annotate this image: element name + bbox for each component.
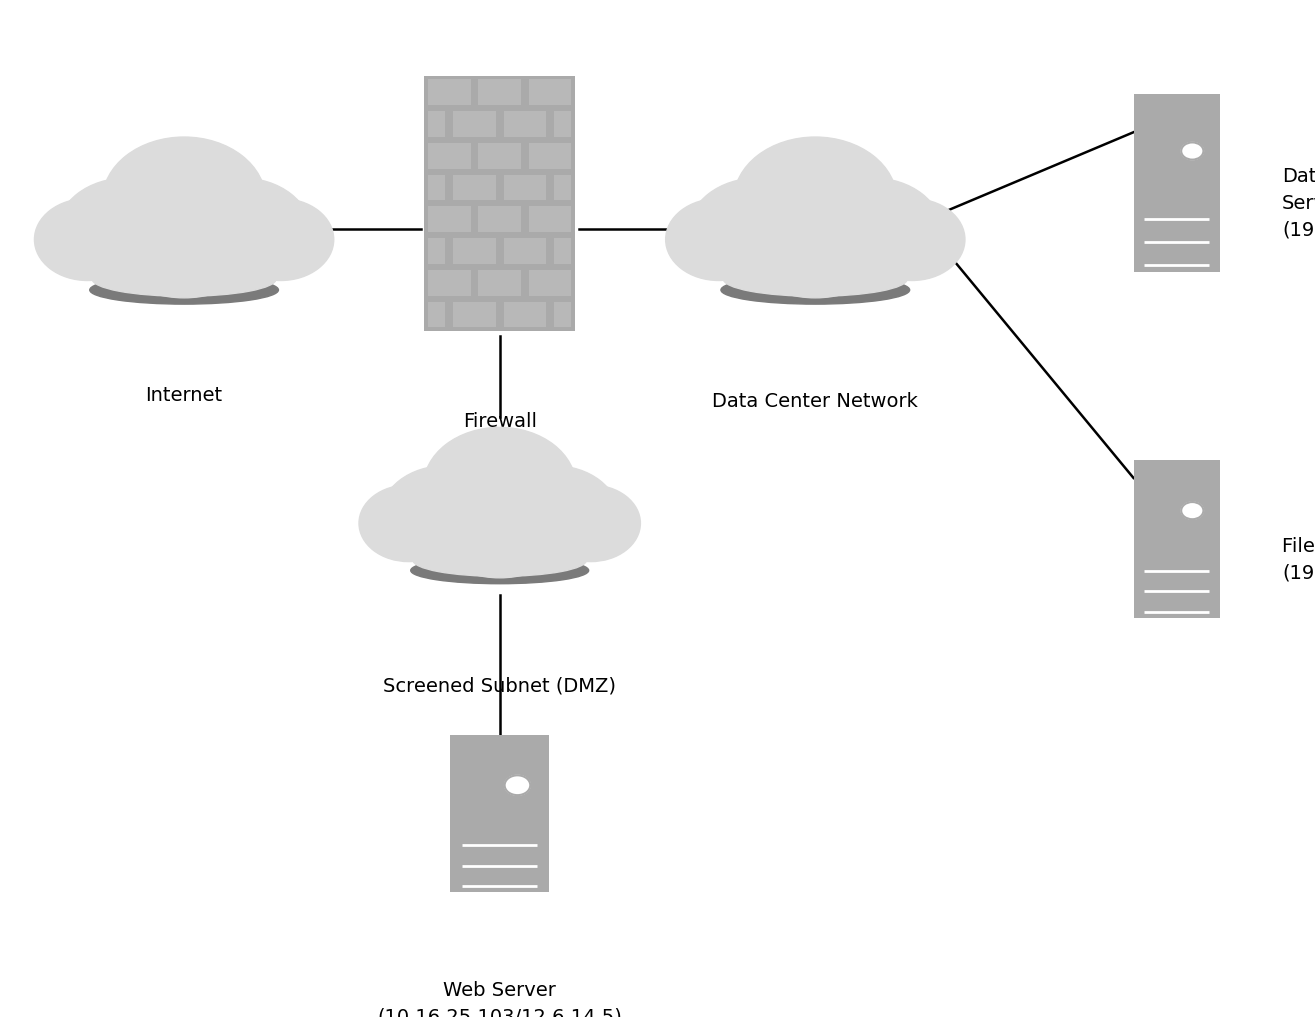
Bar (479, 142, 521, 169)
Circle shape (1181, 142, 1203, 160)
Ellipse shape (410, 557, 589, 584)
Circle shape (730, 166, 901, 298)
Circle shape (734, 137, 897, 263)
Bar (429, 302, 446, 327)
Circle shape (359, 485, 458, 561)
Text: Internet: Internet (146, 386, 222, 406)
Bar (429, 206, 471, 232)
Bar (504, 302, 546, 327)
Bar (504, 238, 546, 263)
Bar (429, 111, 446, 136)
Bar (529, 142, 571, 169)
Bar (429, 175, 446, 200)
Bar (479, 270, 521, 296)
Bar (554, 175, 571, 200)
Bar (429, 238, 446, 263)
Bar (429, 79, 471, 105)
Bar (529, 79, 571, 105)
Circle shape (665, 198, 772, 281)
Circle shape (489, 466, 619, 566)
Text: File Server
(192.168.0.16): File Server (192.168.0.16) (1282, 537, 1315, 582)
Circle shape (505, 775, 530, 795)
Bar (479, 79, 521, 105)
Bar (1134, 460, 1219, 618)
Bar (504, 111, 546, 136)
Ellipse shape (89, 276, 279, 304)
Bar (1134, 95, 1219, 273)
Bar (479, 206, 521, 232)
Circle shape (419, 454, 580, 578)
Ellipse shape (721, 276, 910, 304)
Ellipse shape (723, 261, 907, 296)
Text: Screened Subnet (DMZ): Screened Subnet (DMZ) (383, 676, 617, 696)
Circle shape (1181, 502, 1203, 520)
Circle shape (172, 178, 310, 285)
Bar (423, 76, 576, 331)
Ellipse shape (92, 261, 276, 296)
Circle shape (103, 137, 266, 263)
Circle shape (689, 178, 827, 285)
Bar (554, 111, 571, 136)
Bar (454, 238, 496, 263)
Text: Database
Server
(192.168.0.22): Database Server (192.168.0.22) (1282, 168, 1315, 239)
Circle shape (803, 178, 942, 285)
Circle shape (423, 427, 576, 545)
Bar (454, 175, 496, 200)
Circle shape (58, 178, 196, 285)
Circle shape (34, 198, 141, 281)
Ellipse shape (413, 544, 586, 577)
Bar (504, 175, 546, 200)
Text: Web Server
(10.16.25.103/12.6.14.5): Web Server (10.16.25.103/12.6.14.5) (377, 981, 622, 1017)
Bar (529, 206, 571, 232)
Circle shape (859, 198, 965, 281)
Circle shape (99, 166, 270, 298)
Circle shape (380, 466, 510, 566)
Bar (554, 238, 571, 263)
Bar (454, 302, 496, 327)
Bar (429, 142, 471, 169)
Bar (429, 270, 471, 296)
Bar (554, 302, 571, 327)
Circle shape (542, 485, 640, 561)
Circle shape (227, 198, 334, 281)
Bar (529, 270, 571, 296)
Text: Firewall: Firewall (463, 412, 537, 431)
Bar (450, 734, 550, 893)
Bar (454, 111, 496, 136)
Text: Data Center Network: Data Center Network (713, 392, 918, 411)
